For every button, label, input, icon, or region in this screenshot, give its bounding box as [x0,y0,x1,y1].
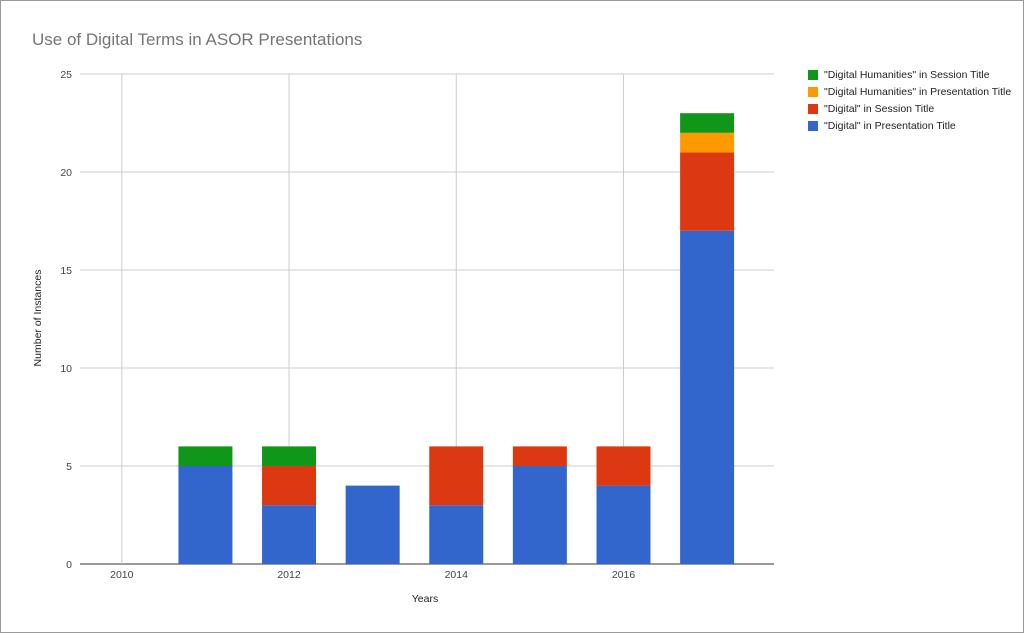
legend-swatch [808,120,818,131]
bar-segment [262,446,317,466]
legend-item: "Digital" in Presentation Title [808,117,1011,134]
bar-segment [512,466,567,564]
x-tick-label: 2014 [445,569,469,581]
bar-segment [429,446,484,506]
bar-segment [680,152,735,231]
y-tick-label: 25 [60,69,72,81]
legend-swatch [808,69,818,80]
x-axis-label: Years [412,593,438,605]
bar-segment [680,230,735,565]
y-tick-label: 20 [60,167,72,179]
bar-segment [680,113,735,133]
y-tick-label: 10 [60,363,72,375]
x-tick-label: 2010 [110,569,134,581]
y-tick-label: 0 [66,559,72,571]
legend-label: "Digital Humanities" in Presentation Tit… [824,85,1012,98]
legend-label: "Digital Humanities" in Session Title [824,68,990,81]
legend-label: "Digital" in Presentation Title [824,119,956,132]
x-tick-label: 2016 [612,569,636,581]
axes: 0 5 10 15 20 25 2010 2012 2014 2016 [60,69,635,581]
bars [178,113,735,565]
bar-segment [262,505,317,564]
y-axis-label: Number of Instances [32,270,44,367]
bar-segment [345,485,400,564]
bar-segment [596,485,651,564]
y-tick-label: 5 [66,461,72,473]
bar-segment [680,132,735,153]
y-tick-label: 15 [60,265,72,277]
legend-swatch [808,103,818,114]
legend-item: "Digital" in Session Title [808,100,1011,117]
legend-swatch [808,86,818,97]
bar-segment [178,466,233,564]
bar-segment [596,446,651,486]
legend-label: "Digital" in Session Title [824,102,935,115]
bar-segment [429,505,484,564]
chart-title: Use of Digital Terms in ASOR Presentatio… [32,30,363,49]
bar-segment [178,446,233,466]
bar-segment [512,446,567,466]
chart-legend: "Digital Humanities" in Session Title "Di… [808,66,1011,134]
bar-segment [262,466,317,506]
legend-item: "Digital Humanities" in Session Title [808,66,1011,83]
legend-item: "Digital Humanities" in Presentation Tit… [808,83,1011,100]
x-tick-label: 2012 [277,569,301,581]
